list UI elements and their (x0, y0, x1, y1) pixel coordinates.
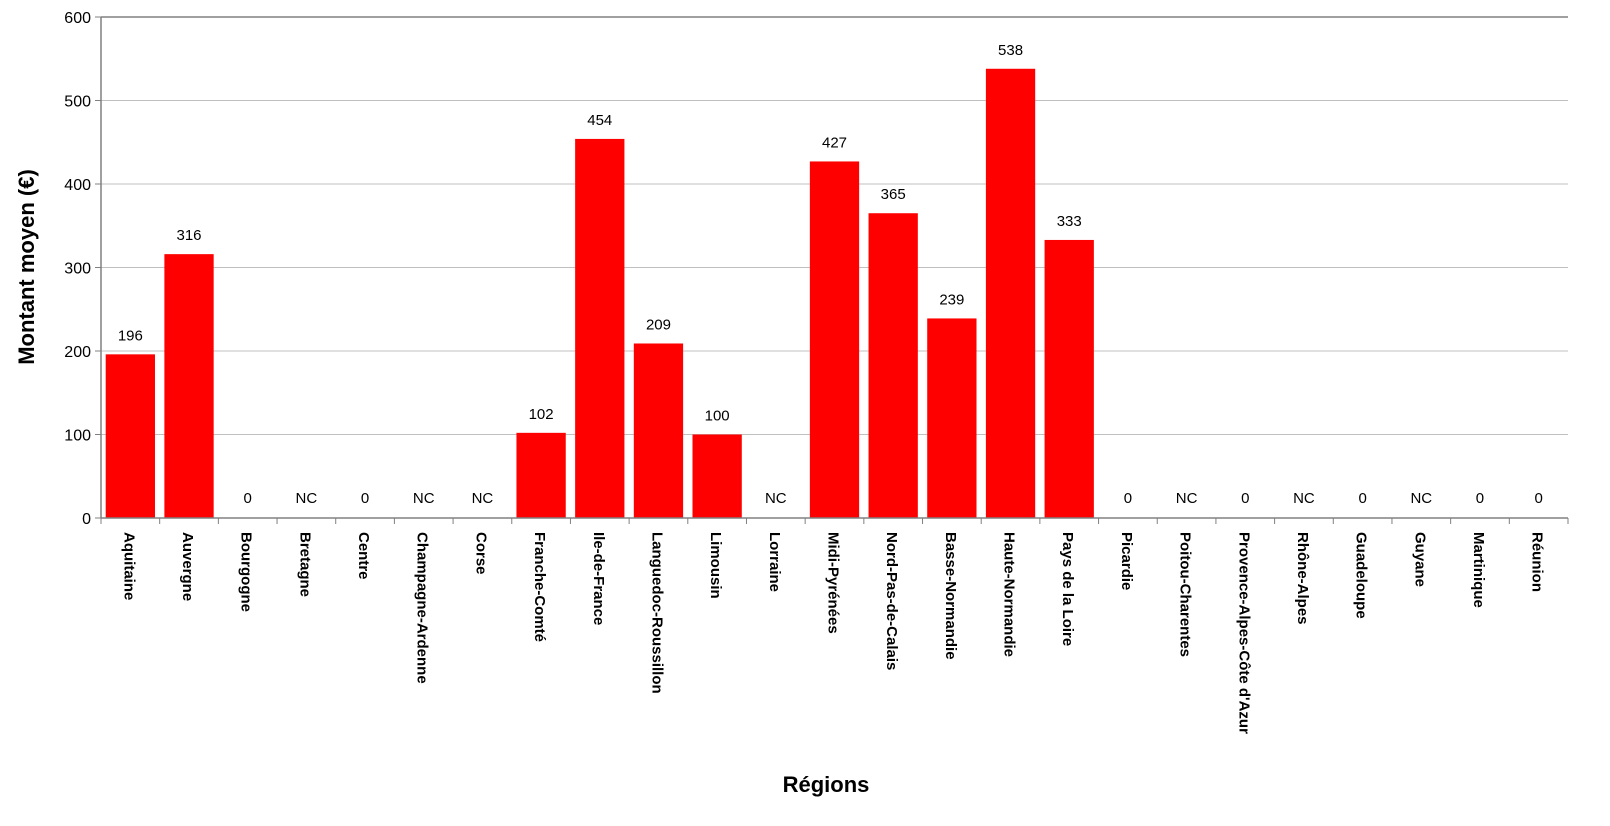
x-category-label: Bourgogne (238, 532, 255, 612)
data-label: 209 (646, 316, 671, 333)
x-category-label: Guadeloupe (1353, 532, 1370, 619)
x-category-label: Midi-Pyrénées (825, 532, 842, 634)
y-tick-label: 300 (64, 261, 91, 278)
data-label: 0 (1241, 490, 1249, 507)
x-category-label: Corse (472, 532, 489, 575)
y-tick-label: 600 (64, 10, 91, 27)
bar-0 (106, 354, 155, 518)
x-category-label: Provence-Alpes-Côte d'Azur (1235, 532, 1252, 734)
x-category-label: Aquitaine (120, 532, 137, 600)
x-category-label: Auvergne (179, 532, 196, 601)
data-label: NC (413, 490, 435, 507)
x-category-label: Lorraine (766, 532, 783, 592)
bar-7 (516, 433, 565, 518)
y-tick-labels: 0 100 200 300 400 500 600 (64, 10, 91, 528)
x-category-label: Champagne-Ardenne (414, 532, 431, 684)
bar-9 (634, 343, 683, 518)
y-tick-label: 0 (82, 511, 91, 528)
data-label: 196 (118, 327, 143, 344)
data-label: 0 (1124, 490, 1132, 507)
bar-1 (164, 254, 213, 518)
data-label: 316 (177, 227, 202, 244)
x-category-label: Pays de la Loire (1059, 532, 1076, 646)
x-category-label: Limousin (707, 532, 724, 599)
y-tick-label: 400 (64, 177, 91, 194)
data-label: 0 (244, 490, 252, 507)
y-tick-label: 100 (64, 428, 91, 445)
x-category-label: Rhône-Alpes (1294, 532, 1311, 625)
x-axis-title: Régions (783, 772, 870, 797)
data-label: 0 (361, 490, 369, 507)
data-label: NC (1176, 490, 1198, 507)
x-category-label: Poitou-Charentes (1177, 532, 1194, 657)
data-label: NC (765, 490, 787, 507)
data-label: 0 (1358, 490, 1366, 507)
bar-12 (810, 161, 859, 518)
x-category-label: Centre (355, 532, 372, 580)
x-category-label: Haute-Normandie (1001, 532, 1018, 657)
data-label: 102 (529, 406, 554, 423)
bar-16 (1045, 240, 1094, 518)
x-category-label: Bretagne (296, 532, 313, 597)
x-category-label: Ile-de-France (590, 532, 607, 625)
bar-13 (869, 213, 918, 518)
x-category-labels: Aquitaine Auvergne Bourgogne Bretagne Centre… (120, 532, 1545, 734)
y-axis-title: Montant moyen (€) (14, 169, 39, 365)
x-category-label: Franche-Comté (531, 532, 548, 642)
data-label: 365 (881, 186, 906, 203)
data-label: 0 (1534, 490, 1542, 507)
data-label: NC (1293, 490, 1315, 507)
bar-15 (986, 69, 1035, 518)
x-category-label: Picardie (1118, 532, 1135, 590)
x-category-label: Nord-Pas-de-Calais (883, 532, 900, 670)
bar-14 (927, 318, 976, 518)
data-label: 0 (1476, 490, 1484, 507)
data-label: 454 (587, 112, 612, 129)
y-tick-label: 200 (64, 344, 91, 361)
x-category-label: Basse-Normandie (942, 532, 959, 660)
x-category-label: Réunion (1529, 532, 1546, 592)
x-category-label: Guyane (1411, 532, 1428, 587)
data-label: NC (472, 490, 494, 507)
data-label: NC (1410, 490, 1432, 507)
x-category-label: Martinique (1470, 532, 1487, 608)
data-label: 333 (1057, 213, 1082, 230)
y-tick-label: 500 (64, 94, 91, 111)
data-label: 538 (998, 42, 1023, 59)
data-label: 239 (939, 291, 964, 308)
bar-8 (575, 139, 624, 518)
data-label: 427 (822, 134, 847, 151)
bar-10 (692, 435, 741, 519)
x-category-label: Languedoc-Roussillon (648, 532, 665, 694)
data-label: 100 (705, 408, 730, 425)
data-label: NC (296, 490, 318, 507)
